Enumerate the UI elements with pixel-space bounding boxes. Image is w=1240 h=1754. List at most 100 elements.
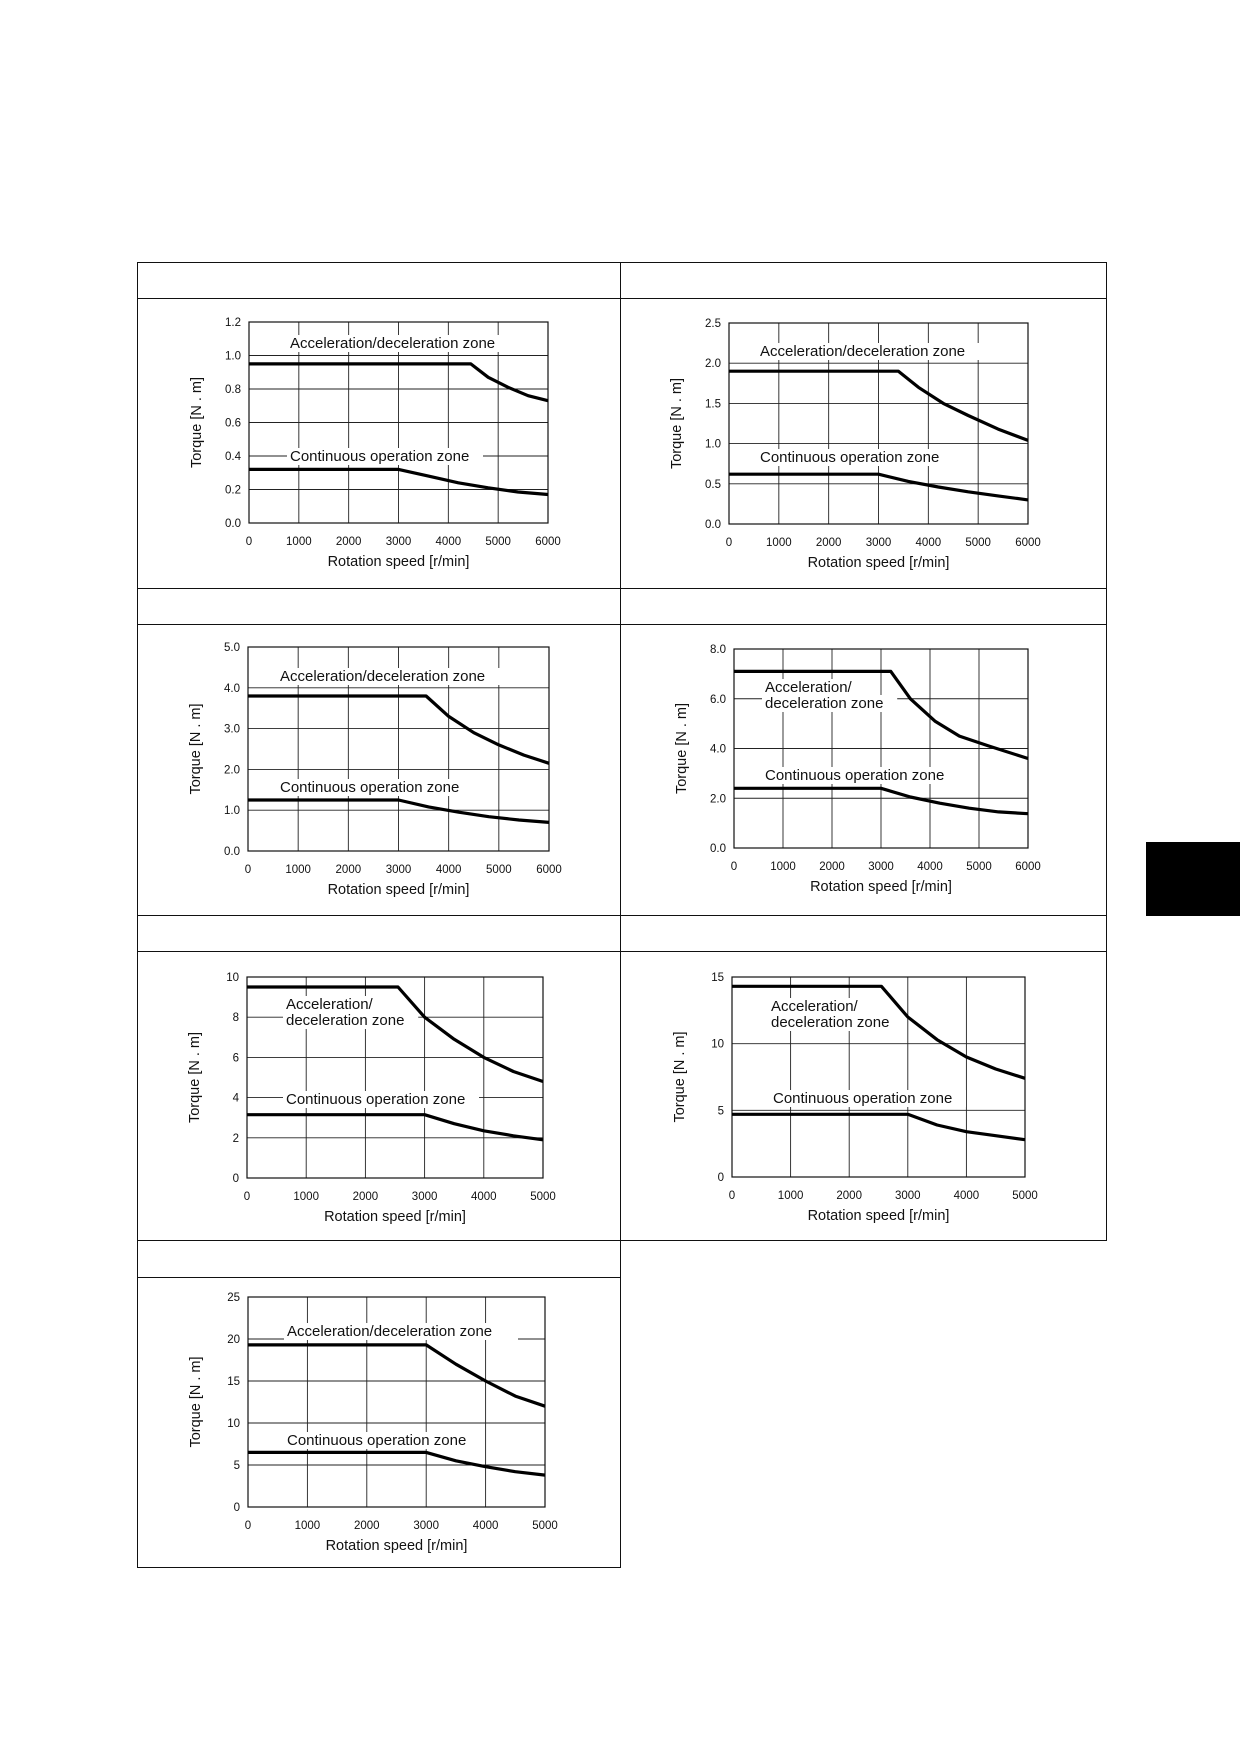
x-tick-label: 4000: [436, 864, 462, 876]
y-tick-label: 2.0: [705, 358, 721, 370]
x-tick-label: 5000: [486, 864, 512, 876]
annotation-background: [284, 1323, 518, 1340]
plot-frame: [246, 976, 544, 1179]
continuous-zone-curve: [248, 798, 550, 824]
acceleration-zone-label: Acceleration/deceleration zone: [280, 668, 485, 685]
x-axis-label: Rotation speed [r/min]: [324, 1209, 466, 1225]
y-tick-label: 2.5: [705, 318, 721, 330]
acceleration-zone-curve: [247, 985, 544, 1084]
y-tick-label: 0.2: [225, 485, 241, 497]
x-tick-label: 0: [245, 1520, 251, 1532]
y-tick-label: 1.0: [705, 439, 721, 451]
y-tick-label: 10: [227, 1418, 240, 1430]
y-tick-label: 10: [711, 1039, 724, 1051]
annotation-background: [762, 767, 958, 784]
x-axis-label: Rotation speed [r/min]: [328, 882, 470, 898]
annotation-background: [283, 1091, 479, 1108]
annotation-background: [283, 1012, 419, 1029]
x-tick-label: 2000: [336, 864, 362, 876]
y-tick-label: 0.0: [705, 519, 721, 531]
y-tick-label: 0.0: [710, 843, 726, 855]
x-tick-label: 5000: [485, 536, 511, 548]
x-tick-label: 4000: [436, 536, 462, 548]
x-tick-label: 6000: [535, 536, 561, 548]
continuous-zone-curve: [247, 1113, 544, 1142]
x-tick-label: 1000: [286, 536, 312, 548]
y-tick-label: 0: [718, 1172, 724, 1184]
continuous-zone-curve: [732, 1112, 1026, 1142]
x-tick-label: 3000: [386, 536, 412, 548]
y-tick-label: 15: [711, 972, 724, 984]
acceleration-zone-curve: [248, 694, 550, 765]
plot-frame: [728, 322, 1029, 525]
y-tick-label: 0.0: [224, 846, 240, 858]
annotation-background: [762, 695, 898, 712]
y-axis-label: Torque [N . m]: [188, 1356, 204, 1447]
acceleration-zone-label: Acceleration/: [771, 998, 859, 1015]
continuous-zone-label: Continuous operation zone: [286, 1091, 465, 1108]
acceleration-zone-label: Acceleration/deceleration zone: [760, 343, 965, 360]
acceleration-zone-label: deceleration zone: [765, 695, 883, 712]
continuous-zone-label: Continuous operation zone: [773, 1090, 952, 1107]
y-tick-label: 1.0: [224, 805, 240, 817]
plot-frame: [247, 646, 550, 852]
x-axis-label: Rotation speed [r/min]: [326, 1538, 468, 1554]
annotation-background: [283, 996, 388, 1013]
y-tick-label: 4.0: [224, 683, 240, 695]
y-tick-label: 0.5: [705, 479, 721, 491]
x-tick-label: 4000: [473, 1520, 499, 1532]
y-tick-label: 0: [233, 1173, 239, 1185]
x-tick-label: 3000: [895, 1190, 921, 1202]
x-tick-label: 3000: [386, 864, 412, 876]
y-tick-label: 8.0: [710, 644, 726, 656]
x-axis-label: Rotation speed [r/min]: [808, 555, 950, 571]
plot-frame: [248, 321, 549, 524]
y-tick-label: 25: [227, 1292, 240, 1304]
table-line: [137, 298, 1107, 299]
x-tick-label: 0: [246, 536, 252, 548]
x-tick-label: 5000: [966, 861, 992, 873]
annotation-background: [757, 343, 991, 360]
y-tick-label: 10: [226, 972, 239, 984]
x-tick-label: 4000: [916, 537, 942, 549]
acceleration-zone-label: Acceleration/: [765, 679, 853, 696]
x-tick-label: 0: [731, 861, 737, 873]
x-tick-label: 1000: [293, 1191, 319, 1203]
acceleration-zone-curve: [248, 1343, 546, 1408]
y-tick-label: 20: [227, 1334, 240, 1346]
annotation-background: [768, 998, 873, 1015]
continuous-zone-curve: [734, 786, 1029, 816]
y-tick-label: 0.8: [225, 384, 241, 396]
x-tick-label: 2000: [353, 1191, 379, 1203]
acceleration-zone-curve: [732, 984, 1026, 1080]
y-tick-label: 2.0: [710, 793, 726, 805]
x-tick-label: 3000: [868, 861, 894, 873]
annotation-background: [277, 779, 473, 796]
x-tick-label: 0: [726, 537, 732, 549]
table-line: [137, 1567, 621, 1568]
x-tick-label: 4000: [917, 861, 943, 873]
y-tick-label: 6.0: [710, 694, 726, 706]
y-axis-label: Torque [N . m]: [672, 1031, 688, 1122]
x-tick-label: 2000: [819, 861, 845, 873]
table-line: [137, 262, 138, 1568]
continuous-zone-label: Continuous operation zone: [760, 449, 939, 466]
x-tick-label: 5000: [530, 1191, 556, 1203]
table-line: [1106, 262, 1107, 1241]
x-tick-label: 1000: [770, 861, 796, 873]
y-axis-label: Torque [N . m]: [188, 703, 204, 794]
x-tick-label: 2000: [816, 537, 842, 549]
continuous-zone-curve: [249, 467, 549, 497]
x-tick-label: 1000: [766, 537, 792, 549]
y-tick-label: 5: [234, 1460, 240, 1472]
x-tick-label: 1000: [295, 1520, 321, 1532]
acceleration-zone-curve: [729, 369, 1029, 442]
y-tick-label: 4.0: [710, 744, 726, 756]
